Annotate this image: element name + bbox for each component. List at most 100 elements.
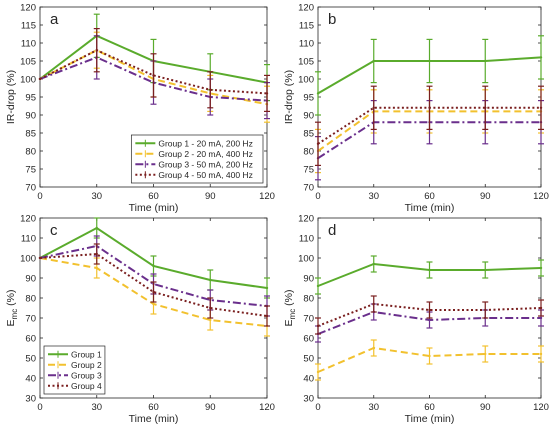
series-4 xyxy=(315,85,544,166)
x-tick-label: 60 xyxy=(424,402,435,413)
y-tick-label: 110 xyxy=(21,39,36,50)
y-tick-label: 90 xyxy=(303,111,314,122)
y-tick-label: 50 xyxy=(303,354,314,365)
data-point xyxy=(372,346,375,350)
data-point xyxy=(95,49,98,52)
series-line xyxy=(317,302,542,327)
data-point xyxy=(265,314,269,318)
y-tick-label: 120 xyxy=(298,214,314,225)
y-axis-label-main: E xyxy=(283,319,295,326)
y-tick-label: 105 xyxy=(298,57,314,68)
y-tick-label: 120 xyxy=(298,3,314,14)
legend-entry: Group 3 xyxy=(71,370,102,380)
y-axis-label: Emc (%) xyxy=(5,290,19,327)
series-2 xyxy=(38,256,270,337)
y-axis-label-subscript: mc xyxy=(288,309,297,320)
x-tick-label: 120 xyxy=(259,191,275,202)
data-point xyxy=(209,306,212,310)
x-tick-label: 30 xyxy=(368,402,379,413)
data-point xyxy=(209,318,212,322)
legend-entry: Group 4 xyxy=(71,381,102,391)
y-tick-label: 30 xyxy=(303,394,314,405)
panel-letter: b xyxy=(328,11,336,28)
y-tick-label: 85 xyxy=(303,129,314,140)
data-point xyxy=(539,106,543,110)
y-tick-label: 120 xyxy=(20,214,36,225)
data-point xyxy=(428,308,431,312)
series-line xyxy=(317,121,541,160)
series-1 xyxy=(315,255,544,295)
data-point xyxy=(152,264,155,268)
data-point xyxy=(428,59,431,63)
legend-entry: Group 4 - 50 mA, 400 Hz xyxy=(158,170,253,180)
y-tick-label: 60 xyxy=(303,334,314,345)
series-4 xyxy=(38,243,270,327)
series-4 xyxy=(38,28,270,113)
y-tick-label: 110 xyxy=(299,39,314,50)
x-tick-label: 0 xyxy=(315,402,320,413)
legend-entry: Group 2 - 20 mA, 400 Hz xyxy=(158,149,253,159)
x-tick-label: 30 xyxy=(91,191,102,202)
y-tick-label: 70 xyxy=(25,314,36,325)
legend-entry: Group 1 - 20 mA, 200 Hz xyxy=(158,138,253,148)
data-point xyxy=(316,370,320,374)
legend-entry: Group 2 xyxy=(71,360,102,370)
data-point xyxy=(95,252,98,256)
data-point xyxy=(209,88,212,92)
y-tick-label: 60 xyxy=(25,334,36,345)
y-tick-label: 100 xyxy=(298,254,314,265)
y-tick-label: 75 xyxy=(25,165,36,176)
series-line xyxy=(39,49,268,95)
series-line xyxy=(39,244,268,307)
panel-letter: c xyxy=(50,222,58,239)
data-point xyxy=(372,59,375,63)
y-tick-label: 115 xyxy=(299,21,314,32)
x-tick-label: 120 xyxy=(259,402,275,413)
x-tick-label: 60 xyxy=(148,191,159,202)
x-axis-label: Time (min) xyxy=(405,413,455,425)
y-axis-label-subscript: mc xyxy=(10,309,19,320)
data-point xyxy=(484,106,487,110)
data-point xyxy=(428,318,431,322)
data-point xyxy=(265,286,269,290)
data-point xyxy=(38,77,42,81)
y-tick-label: 90 xyxy=(25,274,36,285)
x-tick-label: 120 xyxy=(533,402,549,413)
data-point xyxy=(372,106,375,110)
y-tick-label: 80 xyxy=(303,147,314,158)
y-axis-label-main: E xyxy=(5,319,17,326)
data-point xyxy=(152,74,155,77)
data-point xyxy=(539,352,543,356)
data-point xyxy=(484,308,487,312)
chart-panel-b: 70 75 80 85 90 95 100 105 110 115 120 0 30 60 90 120 Tim… xyxy=(283,3,549,215)
y-tick-label: 80 xyxy=(25,147,36,158)
data-point xyxy=(372,262,375,266)
x-tick-label: 60 xyxy=(148,402,159,413)
x-axis-label: Time (min) xyxy=(129,202,179,214)
data-point xyxy=(316,92,320,95)
series-line xyxy=(317,346,541,373)
x-tick-label: 30 xyxy=(368,191,379,202)
y-tick-label: 50 xyxy=(25,354,36,365)
data-point xyxy=(316,142,320,145)
x-tick-label: 90 xyxy=(480,402,491,413)
y-tick-label: 100 xyxy=(20,254,36,265)
data-point xyxy=(209,278,212,282)
data-point xyxy=(484,352,487,356)
y-tick-label: 95 xyxy=(303,93,314,104)
y-axis-label-unit: (%) xyxy=(283,290,295,309)
x-tick-label: 0 xyxy=(37,402,42,413)
series-line xyxy=(39,252,268,317)
y-tick-label: 70 xyxy=(25,183,36,194)
data-point xyxy=(38,256,42,260)
y-tick-label: 115 xyxy=(21,21,36,32)
y-axis-label: Emc (%) xyxy=(283,290,297,327)
data-point xyxy=(539,56,543,59)
legend-entry: Group 1 xyxy=(71,349,102,359)
y-tick-label: 90 xyxy=(303,274,314,285)
